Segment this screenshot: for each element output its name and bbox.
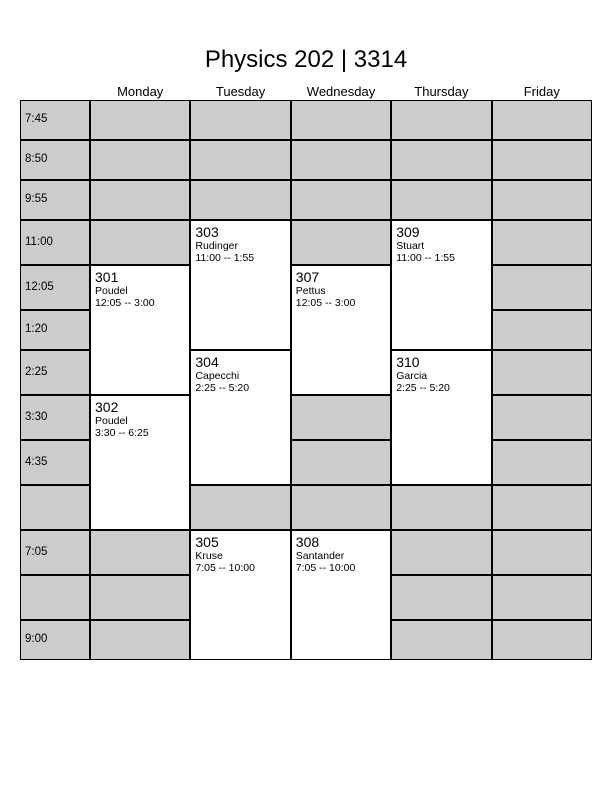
time-label: 7:45 [25,113,47,125]
empty-cell [190,180,290,220]
time-label: 7:05 [25,546,47,558]
empty-cell [90,575,190,620]
empty-cell [291,485,391,530]
empty-cell [291,140,391,180]
page-title: Physics 202 | 3314 [0,46,612,74]
empty-cell [492,440,592,485]
empty-cell [391,485,491,530]
empty-cell [492,575,592,620]
empty-cell [90,100,190,140]
event-instructor: Poudel [95,415,185,427]
empty-cell [391,140,491,180]
empty-cell [90,530,190,575]
event-number: 302 [95,399,185,415]
event-number: 309 [396,224,486,240]
schedule-grid: 7:45 8:50 9:55 11:00 12:05 1:20 2:25 3:30 4:35 7:… [20,100,592,660]
event-time: 3:30 -- 6:25 [95,427,185,439]
event-number: 303 [195,224,285,240]
empty-cell [291,180,391,220]
time-label: 9:00 [25,633,47,645]
event-instructor: Garcia [396,370,486,382]
empty-cell [90,220,190,265]
event-instructor: Capecchi [195,370,285,382]
time-label: 4:35 [25,456,47,468]
event-block: 309Stuart11:00 -- 1:55 [391,220,491,350]
event-block: 302Poudel3:30 -- 6:25 [90,395,190,530]
day-header: Tuesday [190,84,290,99]
event-time: 2:25 -- 5:20 [195,382,285,394]
event-instructor: Kruse [195,550,285,562]
event-number: 301 [95,269,185,285]
day-header: Wednesday [291,84,391,99]
empty-cell [492,310,592,350]
empty-cell [391,575,491,620]
event-instructor: Poudel [95,285,185,297]
event-block: 310Garcia2:25 -- 5:20 [391,350,491,485]
empty-cell [190,140,290,180]
day-header: Friday [492,84,592,99]
empty-cell [492,140,592,180]
event-number: 307 [296,269,386,285]
event-block: 307Pettus12:05 -- 3:00 [291,265,391,395]
day-header: Thursday [391,84,491,99]
empty-cell [190,485,290,530]
event-block: 305Kruse7:05 -- 10:00 [190,530,290,660]
event-time: 7:05 -- 10:00 [195,562,285,574]
event-block: 304Capecchi2:25 -- 5:20 [190,350,290,485]
event-number: 310 [396,354,486,370]
event-block: 301Poudel12:05 -- 3:00 [90,265,190,395]
time-label: 9:55 [25,193,47,205]
empty-cell [90,140,190,180]
event-number: 304 [195,354,285,370]
time-label: 1:20 [25,323,47,335]
time-label: 8:50 [25,153,47,165]
time-label: 3:30 [25,411,47,423]
empty-cell [492,485,592,530]
empty-cell [90,180,190,220]
event-instructor: Rudinger [195,240,285,252]
empty-cell [492,265,592,310]
empty-cell [492,350,592,395]
empty-cell [291,100,391,140]
event-instructor: Pettus [296,285,386,297]
time-cell [20,485,90,530]
empty-cell [391,620,491,660]
event-instructor: Stuart [396,240,486,252]
event-number: 308 [296,534,386,550]
empty-cell [90,620,190,660]
time-label: 11:00 [25,236,53,248]
empty-cell [492,620,592,660]
empty-cell [391,180,491,220]
event-block: 308Santander7:05 -- 10:00 [291,530,391,660]
empty-cell [291,440,391,485]
event-time: 2:25 -- 5:20 [396,382,486,394]
time-cell [20,575,90,620]
event-instructor: Santander [296,550,386,562]
empty-cell [492,220,592,265]
day-header: Monday [90,84,190,99]
empty-cell [291,220,391,265]
event-time: 12:05 -- 3:00 [95,297,185,309]
empty-cell [492,395,592,440]
empty-cell [492,530,592,575]
empty-cell [391,100,491,140]
empty-cell [291,395,391,440]
event-block: 303Rudinger11:00 -- 1:55 [190,220,290,350]
empty-cell [391,530,491,575]
event-time: 7:05 -- 10:00 [296,562,386,574]
empty-cell [492,100,592,140]
event-time: 11:00 -- 1:55 [396,252,486,264]
time-label: 2:25 [25,366,47,378]
time-label: 12:05 [25,281,54,293]
event-time: 12:05 -- 3:00 [296,297,386,309]
empty-cell [492,180,592,220]
event-number: 305 [195,534,285,550]
event-time: 11:00 -- 1:55 [195,252,285,264]
empty-cell [190,100,290,140]
